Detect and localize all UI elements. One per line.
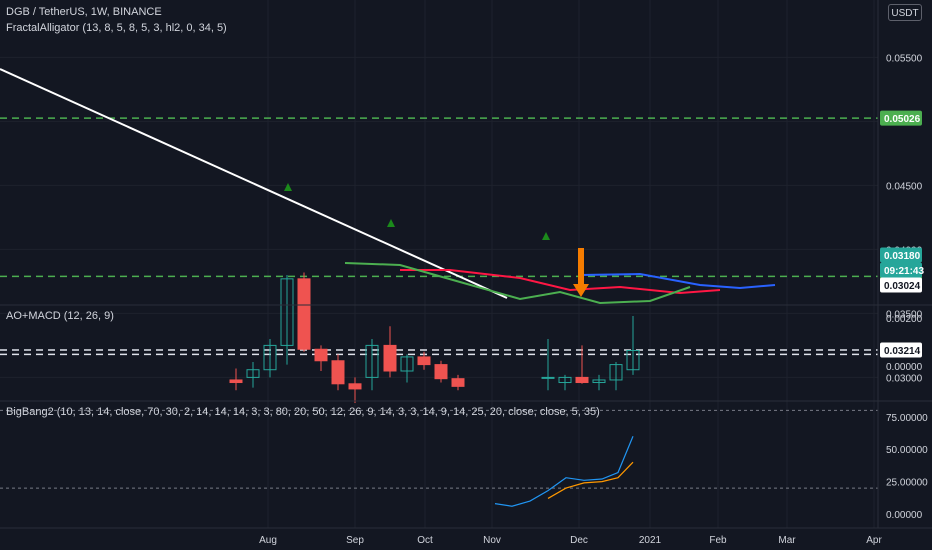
time-tick-0: Aug (259, 535, 277, 546)
candle-body-14 (541, 376, 555, 379)
candle-body-7 (348, 383, 362, 390)
price-tick-4: 0.04500 (886, 181, 923, 192)
countdown-label: 09:21:43 (884, 266, 924, 277)
price-tick-7: 0.03000 (886, 373, 923, 384)
price-label-3-bg (880, 247, 922, 263)
trend-line-segment (0, 68, 508, 299)
candle-body-19 (626, 350, 640, 371)
bigbang-tick-2: 25.00000 (886, 478, 928, 489)
candles (229, 272, 640, 403)
countdown-label-bg (880, 262, 922, 278)
time-tick-2: Oct (417, 535, 433, 546)
macd-tick-1: 0.00000 (886, 362, 923, 373)
time-tick-7: Mar (778, 535, 796, 546)
candle-body-8 (365, 344, 379, 378)
pane-separators (0, 0, 932, 529)
horizontal-levels (0, 117, 878, 356)
bigbang-series-0 (494, 436, 634, 507)
candle-body-4 (297, 278, 311, 350)
currency-button[interactable]: USDT (888, 4, 922, 21)
price-label-2: 0.03214 (884, 346, 921, 357)
arrow-down-icon (573, 284, 589, 297)
indicator-fractal-alligator[interactable]: FractalAlligator (13, 8, 5, 8, 5, 3, hl2… (6, 22, 227, 34)
candle-body-9 (383, 344, 397, 372)
alligator-lips (344, 262, 691, 305)
fractal-up-icon-1 (387, 219, 395, 227)
time-axis: Aug Sep Oct Nov Dec 2021 Feb Mar Apr (259, 535, 882, 546)
fractal-up-icon-0 (284, 183, 292, 191)
candle-body-17 (592, 379, 606, 384)
bigbang-tick-3: 0.00000 (886, 510, 923, 521)
bigbang-lines (0, 409, 878, 507)
grid-lines (0, 0, 878, 528)
time-tick-3: Nov (483, 535, 501, 546)
candle-body-2 (263, 344, 277, 371)
trend-line[interactable] (0, 68, 508, 299)
fractal-up-icon-2 (542, 232, 550, 240)
candle-body-18 (609, 364, 623, 381)
candle-body-1 (246, 369, 260, 378)
fractal-marks (284, 183, 589, 297)
macd-tick-0: 0.00200 (886, 314, 923, 325)
indicator-ao-macd[interactable]: AO+MACD (12, 26, 9) (6, 310, 114, 322)
alligator-teeth (400, 269, 721, 295)
candle-body-15 (558, 376, 572, 384)
indicator-bigbang2[interactable]: BigBang2 (10, 13, 14, close, 70, 30, 2, … (6, 406, 600, 418)
bigbang-series-1 (547, 461, 634, 499)
time-tick-5: 2021 (639, 535, 662, 546)
price-tick-2: 0.05500 (886, 53, 923, 64)
time-tick-6: Feb (709, 535, 727, 546)
price-label-0: 0.05026 (884, 114, 921, 125)
arrow-down-shaft (578, 248, 584, 284)
price-label-4-bg (880, 277, 922, 293)
time-tick-4: Dec (570, 535, 588, 546)
alligator-jaw (579, 272, 776, 290)
candle-body-13 (451, 378, 465, 387)
price-label-3: 0.03180 (884, 251, 921, 262)
price-label-4: 0.03024 (884, 281, 921, 292)
candle-body-16 (575, 376, 589, 384)
price-label-0-bg (880, 110, 922, 126)
candle-body-0 (229, 379, 243, 384)
bigbang-tick-1: 50.00000 (886, 445, 928, 456)
price-label-2-bg (880, 342, 922, 358)
candle-body-6 (331, 360, 345, 385)
candle-body-10 (400, 356, 414, 372)
candle-body-5 (314, 348, 328, 362)
bigbang-tick-0: 75.00000 (886, 413, 928, 424)
candle-body-3 (280, 278, 294, 346)
alligator-lines (344, 262, 776, 305)
price-axis: 0.065000.060000.055000.050000.045000.040… (880, 0, 928, 521)
time-tick-8: Apr (866, 535, 882, 546)
symbol-title: DGB / TetherUS, 1W, BINANCE (6, 6, 162, 18)
candle-body-12 (434, 364, 448, 380)
price-tick-6: 0.03500 (886, 309, 923, 320)
candle-body-11 (417, 356, 431, 366)
time-tick-1: Sep (346, 535, 364, 546)
